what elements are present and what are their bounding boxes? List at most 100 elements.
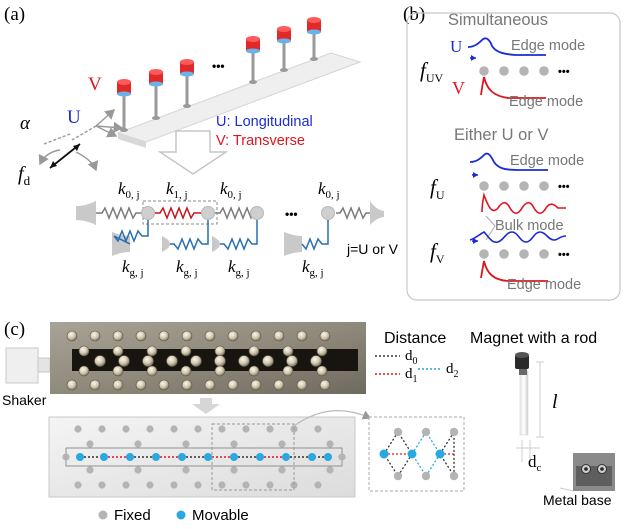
photo xyxy=(50,322,366,394)
panel-c-label: (c) xyxy=(4,319,25,340)
label-U: U xyxy=(67,107,81,128)
chain-ellipsis: ••• xyxy=(285,207,298,221)
pillar xyxy=(307,17,321,61)
label-fu: fU xyxy=(430,175,445,202)
label-k1j: k1, j xyxy=(166,179,188,201)
legend-d2: d2 xyxy=(446,361,459,380)
ground-spring xyxy=(220,220,258,252)
edge-mode-U-curve xyxy=(469,152,548,171)
movable-dots xyxy=(76,453,332,461)
spring-k0-left xyxy=(96,205,141,221)
edge-mode-label: Edge mode xyxy=(510,153,584,169)
label-dc: dc xyxy=(528,452,542,474)
down-arrow xyxy=(157,130,229,175)
pillar xyxy=(277,26,291,72)
mass xyxy=(250,206,264,220)
edge-mode-V-curve xyxy=(480,76,546,99)
label-fuv: fUV xyxy=(420,58,444,85)
label-k0j-mid: k0, j xyxy=(220,179,242,201)
platform-top xyxy=(116,52,362,143)
bulk-mode-label: Bulk mode xyxy=(495,218,564,234)
magnet-pillars xyxy=(117,17,321,132)
mass xyxy=(321,206,335,220)
spring-model: ••• k0, j k1, j k0, j k0, j kg, j kg, j … xyxy=(76,179,399,279)
legend-transverse: V: Transverse xyxy=(216,133,305,149)
metal-base-label: Metal base xyxy=(543,492,612,508)
zoom-inset xyxy=(368,416,465,492)
label-j-note: j=U or V xyxy=(346,241,399,257)
shaker-label: Shaker xyxy=(2,392,47,408)
label-U-simul: U xyxy=(450,37,462,56)
zoom-box xyxy=(211,423,295,491)
heading-simultaneous: Simultaneous xyxy=(448,11,548,29)
platform-side xyxy=(118,133,146,148)
legend-longitudinal: U: Longitudinal xyxy=(216,114,313,130)
panel-b-label: (b) xyxy=(403,4,425,25)
fixed-dots xyxy=(62,425,346,489)
label-kgj-2: kg, j xyxy=(176,257,198,279)
chain-dots xyxy=(479,249,549,259)
label-l: l xyxy=(552,391,558,413)
bulk-mode-U-curve xyxy=(469,231,567,244)
label-fv: fV xyxy=(430,239,445,266)
ground-spring xyxy=(170,220,209,252)
heading-either: Either U or V xyxy=(454,126,548,144)
edge-mode-U-curve xyxy=(467,37,546,56)
metal-base-photo xyxy=(559,453,615,492)
chain-dots xyxy=(479,181,549,191)
legend-d0: d0 xyxy=(405,348,418,367)
label-alpha: α xyxy=(20,113,31,134)
label-kgj-3: kg, j xyxy=(228,257,250,279)
wall-mid-bottom xyxy=(284,232,302,256)
edge-mode-label: Edge mode xyxy=(507,277,581,293)
mass xyxy=(141,206,155,220)
legend-fixed: Fixed xyxy=(114,507,151,524)
spring-k1 xyxy=(155,205,201,221)
magnet-rod xyxy=(515,352,531,462)
panel-b-frame xyxy=(406,12,621,301)
bulk-mode-V-curve xyxy=(481,192,566,215)
row-fuv: fUV U V ••• Edge mode Edge mode xyxy=(420,37,585,110)
panel-b: (b) Simultaneous fUV U V ••• Edge mode E… xyxy=(403,4,621,301)
panel-c: (c) Shaker Distance d0 d1 d2 xyxy=(2,319,615,524)
down-arrow-c xyxy=(192,398,220,414)
row-fv: fV ••• Edge mode xyxy=(430,231,581,293)
chain-dots xyxy=(479,66,549,76)
panel-a: (a) xyxy=(4,4,399,279)
label-kgj-1: kg, j xyxy=(122,257,144,279)
edge-mode-label: Edge mode xyxy=(509,94,583,110)
pillar xyxy=(180,59,194,108)
legend-d1: d1 xyxy=(405,366,418,385)
chain-dots-ellipsis: ••• xyxy=(558,66,570,78)
wall-right-top xyxy=(370,201,384,225)
ground-spring xyxy=(113,220,149,245)
shaker-box xyxy=(5,347,39,384)
row-fu: fU Edge mode ••• xyxy=(430,152,584,215)
mass xyxy=(201,206,215,220)
edge-mode-label: Edge mode xyxy=(511,38,585,54)
label-fd: fd xyxy=(18,163,31,188)
legend-movable-dot xyxy=(176,510,186,520)
label-kgj-4: kg, j xyxy=(302,257,324,279)
wall-left-top xyxy=(76,201,96,225)
legend-movable: Movable xyxy=(192,507,249,524)
motion-arrows xyxy=(38,109,124,172)
drive-arrow xyxy=(49,143,81,169)
label-V-simul: V xyxy=(452,78,465,98)
ground-spring xyxy=(301,220,329,252)
distance-heading: Distance xyxy=(384,330,446,347)
label-k0j-left: k0, j xyxy=(118,179,140,201)
pillar xyxy=(117,79,131,132)
pillar xyxy=(246,36,260,84)
photo-magnets xyxy=(66,330,331,391)
chain-dots-ellipsis: ••• xyxy=(558,249,570,261)
edge-mode-V-curve xyxy=(480,260,548,282)
spring-k0-right xyxy=(336,205,370,221)
chain-dots-ellipsis: ••• xyxy=(558,181,570,193)
label-V: V xyxy=(88,74,102,95)
magnet-rod-title: Magnet with a rod xyxy=(470,330,597,347)
pillar-ellipsis: ••• xyxy=(212,59,225,73)
pillar xyxy=(149,69,163,120)
panel-a-label: (a) xyxy=(4,4,25,25)
